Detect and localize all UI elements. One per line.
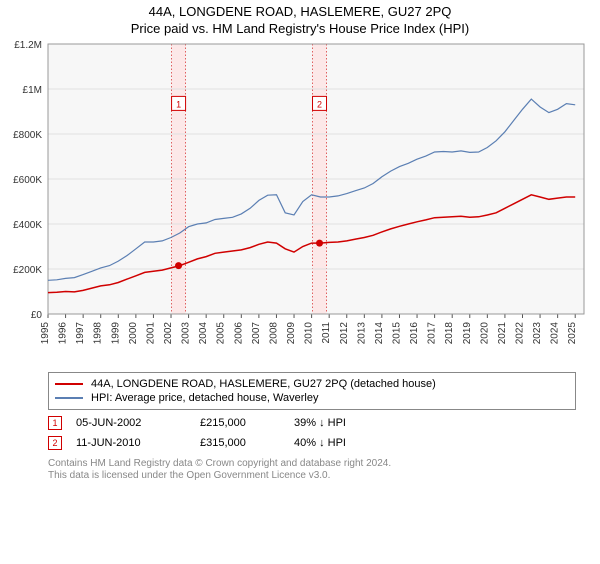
sale-marker-icon: 1 <box>48 416 62 430</box>
legend-swatch-hpi <box>55 397 83 399</box>
svg-text:2006: 2006 <box>233 322 244 345</box>
sale-delta: 40% ↓ HPI <box>294 437 404 449</box>
svg-text:2020: 2020 <box>479 322 490 345</box>
svg-text:1997: 1997 <box>75 322 86 345</box>
sale-row: 1 05-JUN-2002 £215,000 39% ↓ HPI <box>48 416 576 430</box>
svg-text:2019: 2019 <box>462 322 473 345</box>
legend-row: 44A, LONGDENE ROAD, HASLEMERE, GU27 2PQ … <box>55 377 569 391</box>
svg-text:2000: 2000 <box>128 322 139 345</box>
svg-text:2023: 2023 <box>532 322 543 345</box>
svg-text:£1M: £1M <box>23 85 42 96</box>
svg-text:1999: 1999 <box>110 322 121 345</box>
svg-text:2001: 2001 <box>145 322 156 345</box>
footer-line: Contains HM Land Registry data © Crown c… <box>48 458 576 470</box>
sale-marker-number: 1 <box>52 418 57 428</box>
svg-text:2022: 2022 <box>514 322 525 345</box>
legend-row: HPI: Average price, detached house, Wave… <box>55 391 569 405</box>
svg-text:1995: 1995 <box>40 322 51 345</box>
sale-date: 11-JUN-2010 <box>76 437 186 449</box>
sale-marker-icon: 2 <box>48 436 62 450</box>
svg-text:2025: 2025 <box>567 322 578 345</box>
svg-text:2014: 2014 <box>374 322 385 345</box>
svg-text:2021: 2021 <box>497 322 508 345</box>
svg-text:2005: 2005 <box>216 322 227 345</box>
svg-text:£400K: £400K <box>13 220 42 231</box>
svg-text:1996: 1996 <box>58 322 69 345</box>
svg-text:2007: 2007 <box>251 322 262 345</box>
chart-container: 44A, LONGDENE ROAD, HASLEMERE, GU27 2PQ … <box>0 4 600 564</box>
sale-row: 2 11-JUN-2010 £315,000 40% ↓ HPI <box>48 436 576 450</box>
svg-text:£800K: £800K <box>13 130 42 141</box>
svg-text:2015: 2015 <box>391 322 402 345</box>
svg-text:2016: 2016 <box>409 322 420 345</box>
line-chart: £0 £200K £400K £600K £800K £1M £1.2M 1995 1996 19… <box>0 36 600 366</box>
sale-date: 05-JUN-2002 <box>76 417 186 429</box>
svg-text:£0: £0 <box>31 310 43 321</box>
svg-text:2010: 2010 <box>304 322 315 345</box>
svg-text:2013: 2013 <box>356 322 367 345</box>
svg-text:2018: 2018 <box>444 322 455 345</box>
legend-swatch-property <box>55 383 83 385</box>
svg-text:2017: 2017 <box>427 322 438 345</box>
svg-text:1998: 1998 <box>93 322 104 345</box>
footer-line: This data is licensed under the Open Gov… <box>48 470 576 482</box>
svg-text:1: 1 <box>176 99 181 109</box>
legend-label: HPI: Average price, detached house, Wave… <box>91 391 318 405</box>
svg-text:£200K: £200K <box>13 265 42 276</box>
sale-delta: 39% ↓ HPI <box>294 417 404 429</box>
svg-text:2008: 2008 <box>268 322 279 345</box>
legend: 44A, LONGDENE ROAD, HASLEMERE, GU27 2PQ … <box>48 372 576 410</box>
svg-text:2011: 2011 <box>321 322 332 344</box>
sale-marker-number: 2 <box>52 438 57 448</box>
chart-title: 44A, LONGDENE ROAD, HASLEMERE, GU27 2PQ <box>0 4 600 19</box>
chart-subtitle: Price paid vs. HM Land Registry's House … <box>0 21 600 36</box>
legend-label: 44A, LONGDENE ROAD, HASLEMERE, GU27 2PQ … <box>91 377 436 391</box>
svg-text:2: 2 <box>317 99 322 109</box>
svg-text:2004: 2004 <box>198 322 209 345</box>
svg-text:2009: 2009 <box>286 322 297 345</box>
svg-text:2002: 2002 <box>163 322 174 345</box>
svg-text:2024: 2024 <box>550 322 561 345</box>
footer: Contains HM Land Registry data © Crown c… <box>48 458 576 482</box>
svg-text:£600K: £600K <box>13 175 42 186</box>
svg-text:2003: 2003 <box>181 322 192 345</box>
svg-text:2012: 2012 <box>339 322 350 345</box>
svg-text:£1.2M: £1.2M <box>14 40 42 51</box>
sale-price: £215,000 <box>200 417 280 429</box>
sale-price: £315,000 <box>200 437 280 449</box>
